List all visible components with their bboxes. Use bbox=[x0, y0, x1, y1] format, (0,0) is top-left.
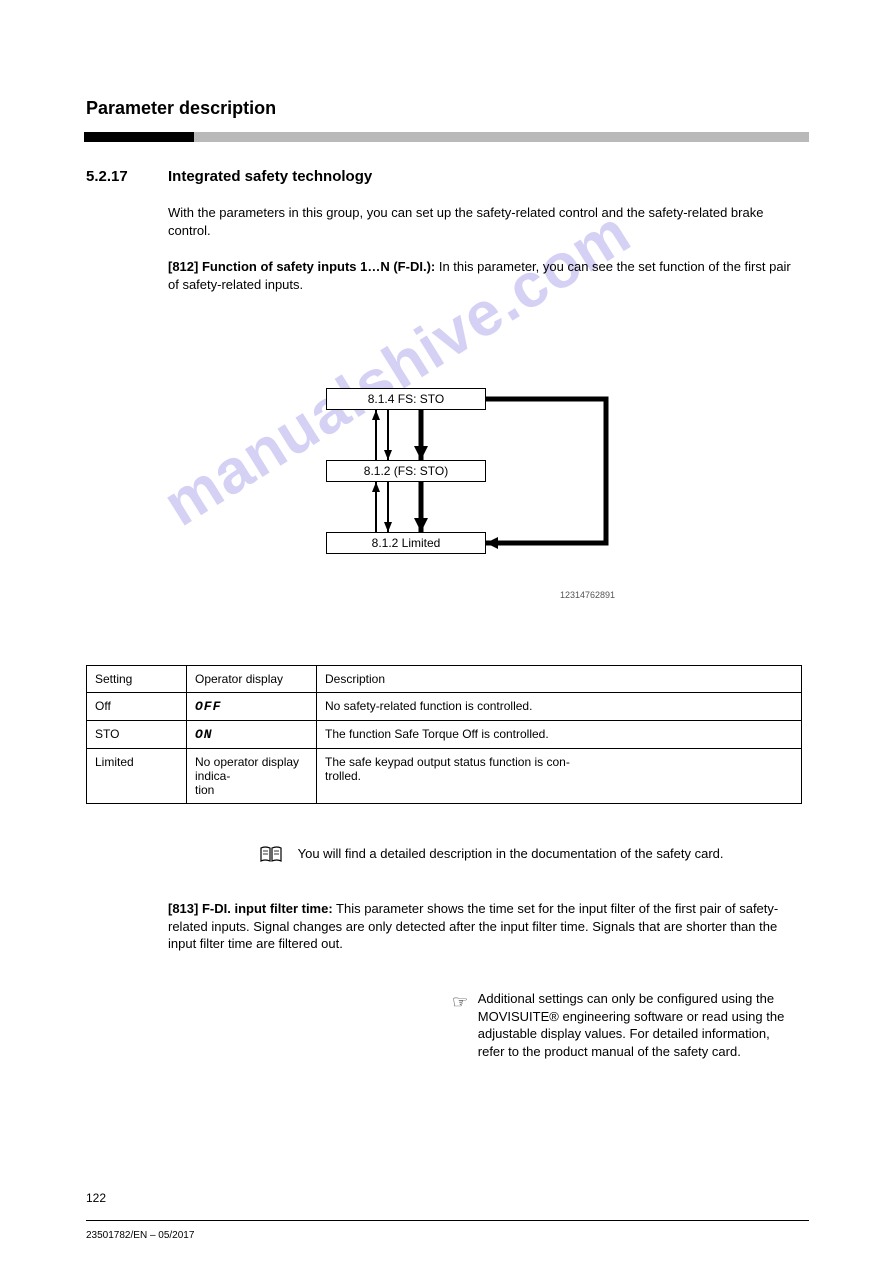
note-1-bold: [812] Function of safety inputs 1…N (F-D… bbox=[168, 259, 435, 274]
col-description: Description bbox=[317, 666, 802, 693]
info-note: You will find a detailed description in … bbox=[260, 846, 793, 865]
flow-svg bbox=[326, 388, 636, 588]
flow-box-c: 8.1.2 Limited bbox=[326, 532, 486, 554]
page-title: Parameter description bbox=[86, 98, 276, 119]
note-2-bold: [813] F-DI. input filter time: bbox=[168, 901, 333, 916]
cell-desc: The function Safe Torque Off is controll… bbox=[317, 721, 802, 749]
cell-setting: Limited bbox=[87, 749, 187, 804]
header-rule-dark bbox=[84, 132, 194, 142]
info-note-text: You will find a detailed description in … bbox=[290, 846, 783, 861]
cell-setting: Off bbox=[87, 693, 187, 721]
table-row: Limited No operator display indica- tion… bbox=[87, 749, 802, 804]
flow-box-a: 8.1.4 FS: STO bbox=[326, 388, 486, 410]
footer-text: 23501782/EN – 05/2017 bbox=[86, 1230, 809, 1241]
footer-rule bbox=[86, 1220, 809, 1221]
table-row: Off OFF No safety-related function is co… bbox=[87, 693, 802, 721]
pointing-hand-icon: ☞ bbox=[452, 992, 468, 1012]
figure-ref: 12314762891 bbox=[560, 590, 615, 600]
cell-display: OFF bbox=[187, 693, 317, 721]
col-setting: Setting bbox=[87, 666, 187, 693]
section-title: Integrated safety technology bbox=[168, 168, 372, 185]
lcd-off: OFF bbox=[195, 699, 221, 714]
cell-desc: The safe keypad output status function i… bbox=[317, 749, 802, 804]
cell-display: No operator display indica- tion bbox=[187, 749, 317, 804]
pointer-note-text: Additional settings can only be configur… bbox=[472, 990, 793, 1060]
pointer-note: ☞ Additional settings can only be config… bbox=[452, 990, 803, 1060]
lcd-on: ON bbox=[195, 727, 213, 742]
page-number: 122 bbox=[86, 1191, 106, 1205]
note-2: [813] F-DI. input filter time: This para… bbox=[168, 900, 803, 953]
col-display: Operator display bbox=[187, 666, 317, 693]
flow-box-b: 8.1.2 (FS: STO) bbox=[326, 460, 486, 482]
intro-paragraph: With the parameters in this group, you c… bbox=[168, 204, 803, 239]
header-rule-light bbox=[194, 132, 809, 142]
settings-table: Setting Operator display Description Off… bbox=[86, 665, 802, 804]
cell-desc: No safety-related function is controlled… bbox=[317, 693, 802, 721]
cell-setting: STO bbox=[87, 721, 187, 749]
footer-left: 23501782/EN – 05/2017 bbox=[86, 1230, 194, 1241]
header-rule bbox=[84, 132, 809, 142]
table-header-row: Setting Operator display Description bbox=[87, 666, 802, 693]
book-icon bbox=[260, 846, 286, 865]
state-flow-diagram: 8.1.4 FS: STO 8.1.2 (FS: STO) 8.1.2 Limi… bbox=[326, 388, 636, 588]
cell-display: ON bbox=[187, 721, 317, 749]
note-1: [812] Function of safety inputs 1…N (F-D… bbox=[168, 258, 803, 293]
table-row: STO ON The function Safe Torque Off is c… bbox=[87, 721, 802, 749]
section-number: 5.2.17 bbox=[86, 168, 128, 185]
